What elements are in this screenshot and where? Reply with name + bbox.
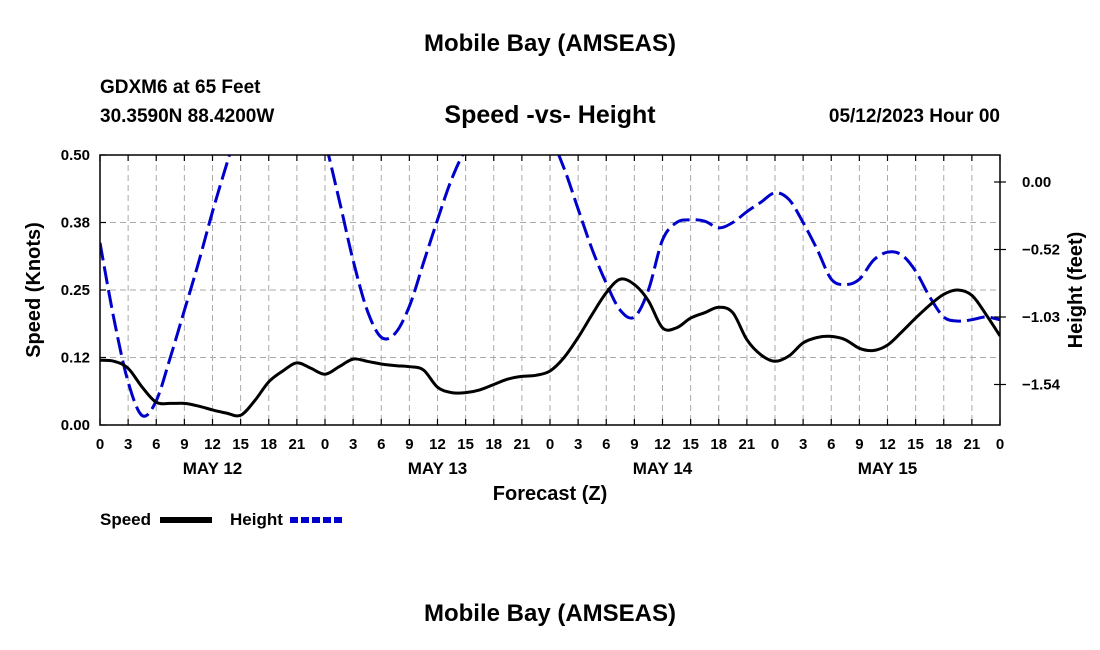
- station-label: GDXM6 at 65 Feet: [100, 77, 261, 98]
- x-tick-label: 12: [879, 436, 896, 453]
- x-tick-label: 21: [964, 436, 981, 453]
- x-tick-label: 6: [602, 436, 610, 453]
- footer-title: Mobile Bay (AMSEAS): [423, 600, 677, 627]
- x-tick-label: 18: [485, 436, 502, 453]
- legend-label-speed: Speed: [100, 510, 151, 529]
- x-tick-label: 3: [574, 436, 582, 453]
- x-tick-label: 21: [514, 436, 531, 453]
- y-tick-label: 0.12: [61, 350, 90, 367]
- x-tick-label: 0: [96, 436, 104, 453]
- y-axis-label: Speed (Knots): [23, 222, 45, 358]
- coordinates-label: 30.3590N 88.4200W: [100, 106, 275, 127]
- y-tick-label: 0.00: [61, 417, 90, 434]
- y-tick-label: 0.25: [61, 282, 90, 299]
- chart-main-title: Mobile Bay (AMSEAS): [423, 30, 677, 57]
- x-tick-label: 15: [232, 436, 249, 453]
- y2-tick-label: −1.03: [1022, 309, 1060, 326]
- series-line-speed: [100, 277, 1000, 418]
- x-tick-label: 0: [771, 436, 779, 453]
- x-tick-label: 6: [152, 436, 160, 453]
- x-tick-label: 9: [630, 436, 638, 453]
- x-tick-label: 12: [429, 436, 446, 453]
- x-tick-label: 18: [935, 436, 952, 453]
- x-tick-label: 0: [996, 436, 1004, 453]
- y2-axis-label: Height (feet): [1065, 232, 1087, 349]
- legend-label-height: Height: [230, 510, 283, 529]
- x-tick-label: 12: [654, 436, 671, 453]
- y2-tick-label: 0.00: [1022, 174, 1051, 191]
- x-tick-label: 21: [289, 436, 306, 453]
- x-tick-label: 0: [546, 436, 554, 453]
- x-day-label: MAY 12: [183, 459, 243, 478]
- y-tick-label: 0.50: [61, 147, 90, 164]
- forecast-run-time: 05/12/2023 Hour 00: [828, 106, 1000, 127]
- x-tick-label: 0: [321, 436, 329, 453]
- x-day-label: MAY 14: [633, 459, 693, 478]
- x-tick-label: 9: [405, 436, 413, 453]
- x-tick-label: 6: [827, 436, 835, 453]
- x-tick-label: 6: [377, 436, 385, 453]
- chart-subtitle: Speed -vs- Height: [444, 101, 656, 129]
- x-day-label: MAY 15: [858, 459, 918, 478]
- x-tick-label: 15: [907, 436, 924, 453]
- legend: Speed Height: [100, 510, 342, 529]
- x-day-label: MAY 13: [408, 459, 468, 478]
- x-axis-label: Forecast (Z): [493, 483, 607, 505]
- x-tick-label: 9: [855, 436, 863, 453]
- series-line-height: [100, 155, 1000, 418]
- x-tick-label: 12: [204, 436, 221, 453]
- x-tick-label: 3: [124, 436, 132, 453]
- x-tick-label: 15: [682, 436, 699, 453]
- y-tick-label: 0.38: [61, 215, 90, 232]
- x-tick-label: 15: [457, 436, 474, 453]
- x-tick-label: 3: [349, 436, 357, 453]
- x-tick-label: 18: [260, 436, 277, 453]
- x-tick-label: 18: [710, 436, 727, 453]
- y2-tick-label: −1.54: [1022, 377, 1061, 394]
- x-tick-label: 9: [180, 436, 188, 453]
- y2-tick-label: −0.52: [1022, 242, 1060, 259]
- x-tick-label: 21: [739, 436, 756, 453]
- x-tick-label: 3: [799, 436, 807, 453]
